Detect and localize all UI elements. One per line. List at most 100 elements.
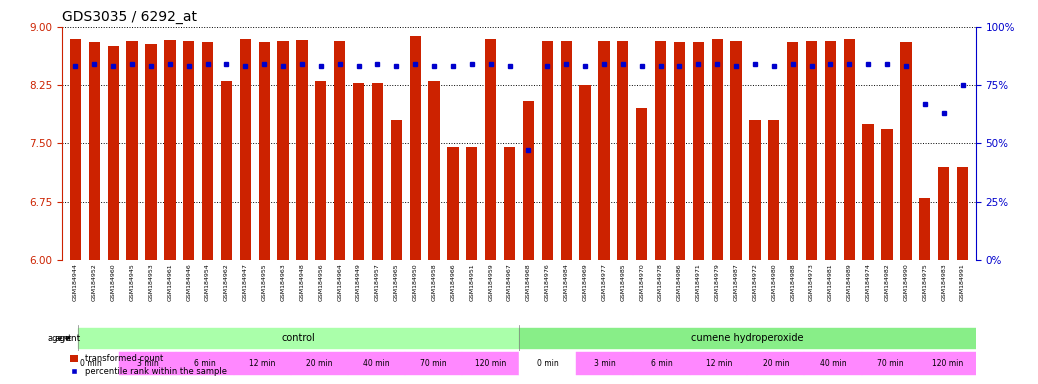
Bar (372, 83, 383, 260)
Text: GSM184959: GSM184959 (488, 263, 493, 301)
Bar (674, 42, 685, 260)
Text: GSM184963: GSM184963 (280, 263, 285, 301)
Bar (957, 167, 968, 260)
Text: GSM184947: GSM184947 (243, 263, 248, 301)
Bar (636, 108, 648, 260)
FancyArrowPatch shape (65, 336, 70, 340)
Text: 20 min: 20 min (763, 359, 789, 368)
Text: GSM184976: GSM184976 (545, 263, 550, 301)
Bar (277, 41, 289, 260)
Bar (334, 41, 346, 260)
Text: agent: agent (55, 334, 81, 343)
Text: GSM184972: GSM184972 (753, 263, 758, 301)
Text: GSM184978: GSM184978 (658, 263, 663, 301)
Bar (579, 85, 591, 260)
Text: GSM184966: GSM184966 (450, 263, 456, 301)
Text: GSM184948: GSM184948 (300, 263, 304, 301)
Text: 120 min: 120 min (474, 359, 507, 368)
Bar (447, 147, 459, 260)
Bar (598, 41, 609, 260)
Text: GSM184955: GSM184955 (262, 263, 267, 301)
Bar (844, 38, 855, 260)
Text: 20 min: 20 min (306, 359, 332, 368)
Text: control: control (281, 333, 316, 343)
Text: 70 min: 70 min (420, 359, 446, 368)
Bar (202, 42, 213, 260)
Text: GSM184973: GSM184973 (809, 263, 814, 301)
Text: GSM184989: GSM184989 (847, 263, 852, 301)
Bar (542, 41, 553, 260)
Legend: transformed count, percentile rank within the sample: transformed count, percentile rank withi… (66, 351, 230, 380)
Bar (183, 41, 194, 260)
Bar (519, 328, 976, 348)
Text: GSM184991: GSM184991 (960, 263, 965, 301)
Bar (410, 36, 420, 260)
Bar (296, 40, 307, 260)
Bar (145, 44, 157, 260)
Bar (749, 120, 761, 260)
Text: GSM184954: GSM184954 (206, 263, 210, 301)
Text: GSM184945: GSM184945 (130, 263, 135, 301)
Text: GSM184970: GSM184970 (639, 263, 645, 301)
Text: GSM184946: GSM184946 (186, 263, 191, 301)
Text: GSM184981: GSM184981 (828, 263, 832, 301)
Text: GSM184979: GSM184979 (715, 263, 719, 301)
Text: GSM184971: GSM184971 (695, 263, 701, 301)
Bar (258, 42, 270, 260)
Bar (348, 352, 405, 375)
Text: 40 min: 40 min (820, 359, 846, 368)
Bar (805, 41, 817, 260)
Bar (503, 147, 515, 260)
Bar (692, 42, 704, 260)
Bar (164, 40, 175, 260)
Text: GSM184952: GSM184952 (92, 263, 97, 301)
Text: GSM184967: GSM184967 (508, 263, 512, 301)
Bar (618, 41, 628, 260)
Bar (316, 81, 327, 260)
Text: GSM184988: GSM184988 (790, 263, 795, 301)
Text: agent: agent (48, 334, 72, 343)
Bar (863, 124, 874, 260)
Bar (633, 352, 690, 375)
Text: GSM184960: GSM184960 (111, 263, 115, 301)
Text: 12 min: 12 min (706, 359, 732, 368)
Bar (804, 352, 862, 375)
Text: GSM184986: GSM184986 (677, 263, 682, 301)
Bar (576, 352, 633, 375)
Bar (561, 41, 572, 260)
Text: 12 min: 12 min (249, 359, 275, 368)
Text: GSM184974: GSM184974 (866, 263, 871, 301)
Text: GSM184956: GSM184956 (319, 263, 323, 301)
Text: GSM184961: GSM184961 (167, 263, 172, 301)
Bar (176, 352, 234, 375)
Bar (390, 120, 402, 260)
Text: GSM184987: GSM184987 (734, 263, 738, 301)
Text: GSM184958: GSM184958 (432, 263, 437, 301)
Bar (108, 46, 119, 260)
Text: GSM184980: GSM184980 (771, 263, 776, 301)
Text: GSM184990: GSM184990 (903, 263, 908, 301)
Bar (690, 352, 747, 375)
Bar (731, 41, 742, 260)
Bar (119, 352, 176, 375)
Bar (919, 198, 930, 260)
Bar (825, 41, 836, 260)
Bar (787, 42, 798, 260)
Bar (519, 352, 576, 375)
Bar (747, 352, 804, 375)
Bar (291, 352, 348, 375)
Bar (234, 352, 291, 375)
Bar (429, 81, 440, 260)
Bar (768, 120, 780, 260)
Text: GSM184949: GSM184949 (356, 263, 361, 301)
Bar (466, 147, 477, 260)
Text: 3 min: 3 min (594, 359, 616, 368)
Text: GSM184951: GSM184951 (469, 263, 474, 301)
Bar (240, 38, 251, 260)
Text: GSM184975: GSM184975 (923, 263, 927, 301)
Text: GSM184964: GSM184964 (337, 263, 343, 301)
Bar (88, 42, 100, 260)
Bar (523, 101, 535, 260)
Text: GSM184983: GSM184983 (941, 263, 946, 301)
Text: GSM184944: GSM184944 (73, 263, 78, 301)
